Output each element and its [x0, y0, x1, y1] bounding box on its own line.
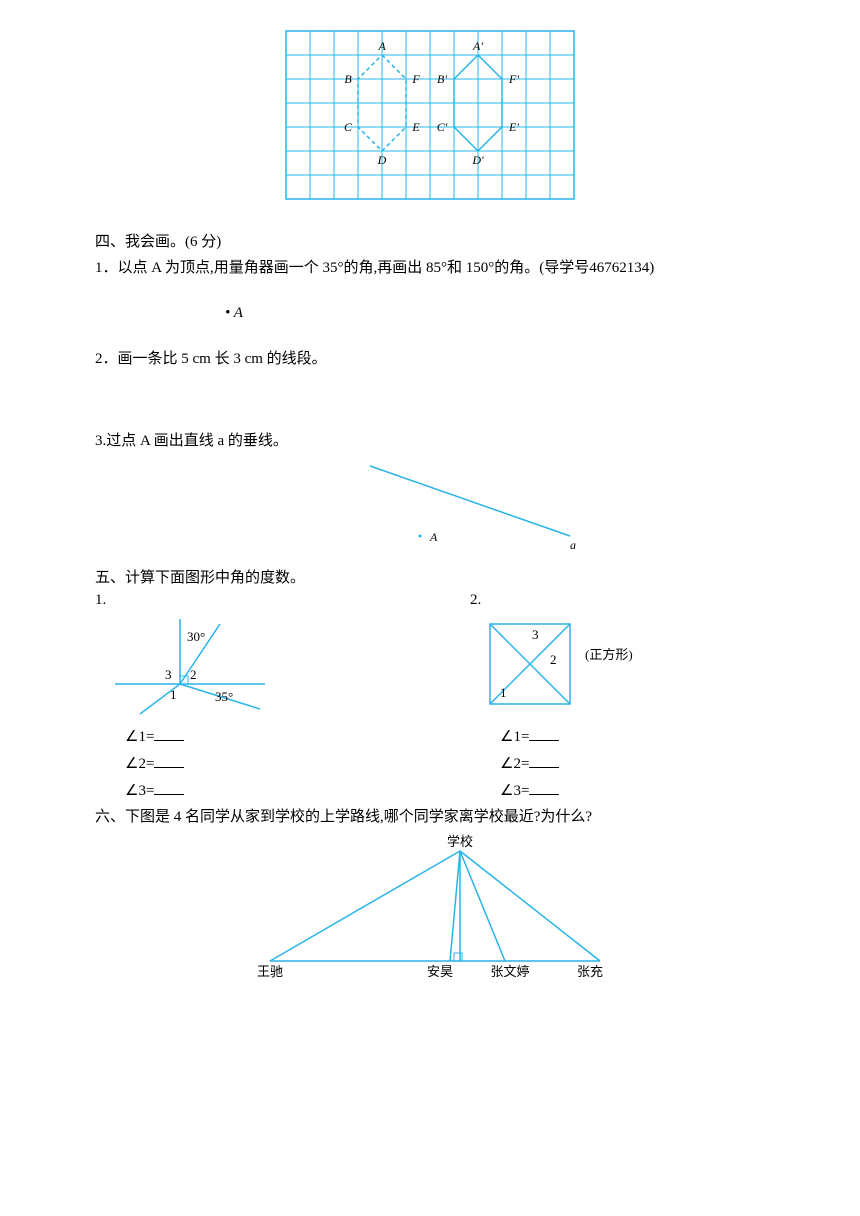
angle-diagram-1: 30° 35° 3 2 1 [95, 609, 275, 719]
label-E: E [411, 120, 420, 134]
label-C2: C' [437, 120, 448, 134]
section4-q1: 1．以点 A 为顶点,用量角器画一个 35°的角,再画出 85°和 150°的角… [95, 256, 765, 280]
label-D2: D' [471, 153, 484, 167]
section5-q1: 1. 30° 35° 3 2 1 ∠1= ∠2= ∠3= [95, 592, 390, 805]
blank[interactable] [154, 780, 184, 795]
blank[interactable] [529, 753, 559, 768]
line-a-label: a [570, 538, 576, 552]
label-B: B [344, 72, 352, 86]
blank[interactable] [529, 780, 559, 795]
svg-text:1: 1 [170, 687, 177, 702]
square-diagram: 3 2 1 (正方形) [470, 609, 690, 719]
svg-text:3: 3 [532, 627, 539, 642]
label-A: A [377, 39, 386, 53]
point-A-label: A [429, 530, 438, 544]
section6-title: 六、下图是 4 名同学从家到学校的上学路线,哪个同学家离学校最近?为什么? [95, 805, 765, 826]
svg-text:张充: 张充 [577, 964, 603, 979]
label-E2: E' [508, 120, 519, 134]
q2-label: 2. [470, 592, 765, 609]
section5-title: 五、计算下面图形中角的度数。 [95, 566, 765, 587]
svg-text:35°: 35° [215, 689, 233, 704]
label-D: D [377, 153, 387, 167]
svg-text:2: 2 [550, 652, 557, 667]
line-a-diagram: A a [95, 461, 765, 561]
grid-svg: A B C D E F A' B' C' D' E' F' [285, 30, 575, 200]
label-F2: F' [508, 72, 519, 86]
section4-q3: 3.过点 A 画出直线 a 的垂线。 [95, 429, 765, 453]
section5-q2: 2. 3 2 1 (正方形) ∠1= ∠2= ∠3= [470, 592, 765, 805]
label-C: C [344, 120, 353, 134]
label-F: F [411, 72, 420, 86]
svg-text:2: 2 [190, 667, 197, 682]
svg-text:30°: 30° [187, 629, 205, 644]
svg-text:学校: 学校 [447, 834, 473, 849]
svg-text:安昊: 安昊 [427, 964, 453, 979]
svg-text:张文婷: 张文婷 [490, 964, 529, 979]
label-B2: B' [437, 72, 447, 86]
q1-label: 1. [95, 592, 390, 609]
school-route-diagram: 学校 王驰 安昊 张文婷 张充 [95, 831, 765, 981]
label-A2: A' [472, 39, 483, 53]
blank[interactable] [529, 726, 559, 741]
svg-text:王驰: 王驰 [257, 964, 283, 979]
blank[interactable] [154, 726, 184, 741]
hexagon-grid-figure: A B C D E F A' B' C' D' E' F' [95, 30, 765, 200]
svg-text:1: 1 [500, 685, 507, 700]
blank[interactable] [154, 753, 184, 768]
section4-q2: 2．画一条比 5 cm 长 3 cm 的线段。 [95, 347, 765, 371]
svg-text:(正方形): (正方形) [585, 647, 633, 662]
point-A: A [225, 305, 765, 322]
section4-title: 四、我会画。(6 分) [95, 230, 765, 251]
svg-text:3: 3 [165, 667, 172, 682]
